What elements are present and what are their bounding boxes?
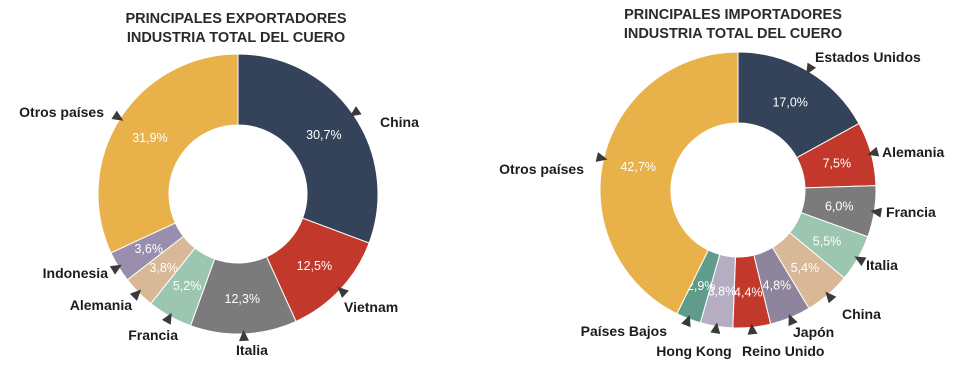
exporters-category-label-francia: Francia (128, 327, 178, 343)
importers-pointer-hong-kong (710, 322, 721, 334)
exporters-value-label-italia: 12,3% (225, 292, 260, 306)
exporters-pointer-china (349, 106, 362, 117)
importers-pointer-italia (854, 256, 867, 267)
exporters-pointer-italia (239, 329, 249, 342)
importers-pointer-paises-bajos (681, 315, 691, 328)
importers-value-label-estados-unidos: 17,0% (772, 95, 807, 109)
importers-category-label-italia: Italia (866, 257, 898, 273)
importers-value-label-italia: 5,5% (813, 234, 842, 248)
exporters-pointer-francia (162, 312, 172, 325)
importers-title: PRINCIPALES IMPORTADORES (624, 7, 842, 23)
importers-category-label-japon: Japón (793, 324, 834, 340)
exporters-pointer-otros-paises (111, 110, 124, 121)
importers-slice-otros-paises (599, 51, 739, 315)
exporters-category-label-italia: Italia (236, 342, 268, 358)
exporters-chart: PRINCIPALES EXPORTADORES INDUSTRIA TOTAL… (19, 11, 419, 358)
exporters-category-label-vietnam: Vietnam (344, 299, 398, 315)
importers-pointer-estados-unidos (806, 62, 817, 75)
importers-pointer-alemania (867, 146, 880, 157)
exporters-slice-otros-paises (97, 53, 239, 254)
importers-value-label-otros-paises: 42,7% (620, 160, 655, 174)
exporters-pointer-alemania (129, 289, 142, 301)
exporters-category-label-otros-paises: Otros países (19, 104, 104, 120)
importers-chart: PRINCIPALES IMPORTADORES INDUSTRIA TOTAL… (499, 7, 944, 359)
exporters-value-label-indonesia: 3,6% (134, 242, 163, 256)
importers-category-label-otros-paises: Otros países (499, 161, 584, 177)
importers-value-label-francia: 6,0% (825, 200, 854, 214)
exporters-value-label-vietnam: 12,5% (297, 259, 332, 273)
importers-category-label-alemania: Alemania (882, 144, 944, 160)
importers-pointer-reino-unido (747, 323, 758, 335)
importers-value-label-hong-kong: 3,8% (708, 285, 737, 299)
importers-value-label-japon: 4,8% (763, 278, 792, 292)
importers-donut: 17,0% Estados Unidos 7,5% Alemania 6,0% Franc… (499, 49, 944, 359)
importers-value-label-alemania: 7,5% (823, 156, 852, 170)
importers-category-label-francia: Francia (886, 204, 936, 220)
exporters-value-label-otros-paises: 31,9% (132, 131, 167, 145)
importers-pointer-japon (788, 313, 798, 327)
importers-subtitle: INDUSTRIA TOTAL DEL CUERO (624, 26, 842, 42)
importers-value-label-paises-bajos: 2,9% (687, 279, 716, 293)
importers-category-label-paises-bajos: Países Bajos (581, 323, 668, 339)
exporters-value-label-china: 30,7% (306, 128, 341, 142)
importers-pointer-china (825, 291, 837, 304)
exporters-category-label-alemania: Alemania (70, 297, 132, 313)
importers-category-label-estados-unidos: Estados Unidos (815, 49, 921, 65)
exporters-pointer-vietnam (337, 286, 349, 298)
importers-category-label-china: China (842, 306, 881, 322)
exporters-subtitle: INDUSTRIA TOTAL DEL CUERO (127, 30, 345, 46)
exporters-donut: 30,7% China 12,5% Vietnam 12,3% Italia 5,2% Fra… (19, 53, 419, 358)
importers-category-label-reino-unido: Reino Unido (742, 343, 824, 359)
exporters-value-label-alemania: 3,8% (149, 261, 178, 275)
exporters-category-label-indonesia: Indonesia (43, 265, 109, 281)
exporters-value-label-francia: 5,2% (173, 279, 202, 293)
exporters-category-label-china: China (380, 114, 419, 130)
exporters-slice-china (237, 53, 379, 244)
exporters-title: PRINCIPALES EXPORTADORES (125, 11, 346, 27)
importers-slice-estados-unidos (737, 51, 860, 159)
exporters-pointer-indonesia (109, 264, 122, 275)
importers-category-label-hong-kong: Hong Kong (656, 343, 731, 359)
importers-value-label-reino-unido: 4,4% (734, 285, 763, 299)
importers-pointer-otros-paises (595, 152, 608, 162)
importers-value-label-china: 5,4% (791, 261, 820, 275)
importers-pointer-francia (870, 207, 882, 218)
